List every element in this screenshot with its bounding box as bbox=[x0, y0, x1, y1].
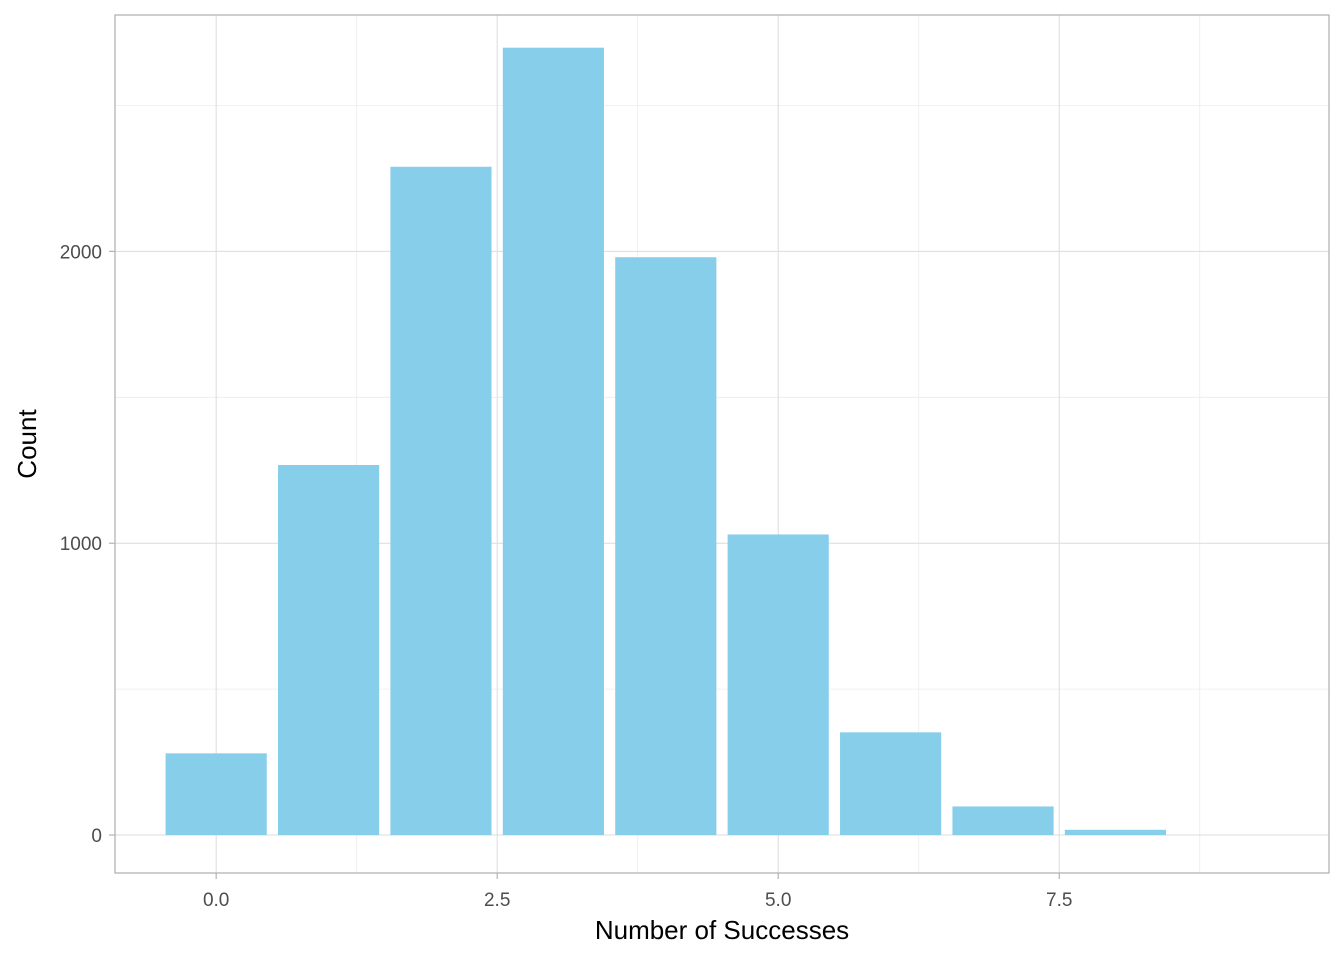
x-tick-label: 7.5 bbox=[1046, 890, 1072, 911]
x-axis-title: Number of Successes bbox=[595, 915, 849, 945]
bar-0 bbox=[165, 753, 267, 836]
y-axis-title: Count bbox=[12, 409, 42, 479]
bars bbox=[165, 47, 1167, 836]
x-axis-tick-labels: 0.0 2.5 5.0 7.5 bbox=[203, 890, 1072, 911]
plot-panel-border bbox=[114, 14, 1330, 874]
x-tick-label: 2.5 bbox=[484, 890, 510, 911]
axis-ticks bbox=[109, 250, 1060, 879]
y-tick-label: 1000 bbox=[60, 534, 102, 555]
bar-1 bbox=[277, 465, 380, 836]
bar-3 bbox=[502, 47, 604, 836]
bar-2 bbox=[390, 166, 492, 836]
y-tick-label: 2000 bbox=[60, 242, 102, 263]
bar-4 bbox=[615, 257, 717, 836]
x-tick-label: 5.0 bbox=[765, 890, 791, 911]
bar-6 bbox=[840, 732, 942, 836]
y-tick-label: 0 bbox=[91, 826, 102, 847]
x-tick-label: 0.0 bbox=[203, 890, 229, 911]
bar-7 bbox=[952, 806, 1054, 836]
y-axis-tick-labels: 0 1000 2000 bbox=[60, 242, 102, 847]
bar-5 bbox=[727, 534, 829, 836]
bar-8 bbox=[1064, 829, 1167, 836]
